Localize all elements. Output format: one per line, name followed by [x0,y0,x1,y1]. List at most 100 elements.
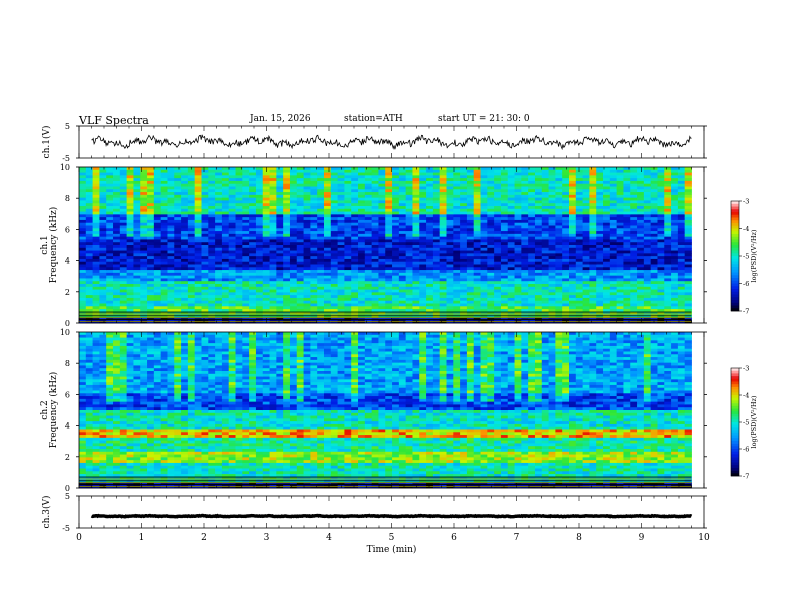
spectrogram-cell [507,311,515,316]
spectrogram-cell [575,200,584,204]
spectrogram-cell [460,236,468,240]
spectrogram-cell [358,289,366,293]
spectrogram-cell [405,233,413,238]
spectrogram-cell [201,253,209,257]
spectrogram-cell [603,275,611,279]
spectrogram-cell [296,222,304,226]
spectrogram-cell [494,203,502,207]
spectrogram-cell [85,178,94,182]
spectrogram-cell [324,292,332,296]
spectrogram-cell [303,211,311,215]
spectrogram-cell [310,208,318,212]
spectrogram-cell [208,208,216,212]
spectrogram-cell [671,186,679,190]
spectrogram-cell [228,194,236,199]
spectrogram-cell [249,306,257,310]
spectrogram-cell [643,256,652,260]
spectrogram-cell [174,242,182,246]
spectrogram-cell [405,272,413,277]
spectrogram-cell [569,297,577,302]
spectrogram-cell [242,284,250,288]
spectrogram-cell [575,203,584,207]
spectrogram-cell [609,200,618,204]
spectrogram-cell [330,200,339,204]
spectrogram-cell [221,242,230,246]
spectrogram-cell [106,200,114,204]
spectrogram-cell [269,250,277,254]
spectrogram-cell [439,317,447,321]
spectrogram-cell [317,203,325,207]
spectrogram-cell [412,278,420,282]
spectrogram-cell [221,183,230,187]
spectrogram-cell [153,253,162,257]
spectrogram-cell [296,228,304,232]
spectrogram-cell [569,275,577,279]
spectrogram-cell [650,239,658,243]
spectrogram-cell [160,219,168,224]
spectrogram-cell [378,261,386,265]
spectrogram-cell [215,253,223,257]
spectrogram-cell [201,264,209,268]
spectrogram-cell [174,186,182,190]
spectrogram-cell [534,225,543,229]
spectrogram-cell [113,253,121,257]
spectrogram-cell [596,194,604,199]
spectrogram-cell [616,314,624,318]
spectrogram-cell [289,297,298,302]
spectrogram-cell [589,306,597,310]
spectrogram-cell [609,231,618,235]
spectrogram-cell [255,245,264,249]
spectrogram-cell [113,286,121,290]
spectrogram-cell [364,206,373,210]
spectrogram-cell [419,228,427,232]
spectrogram-cell [174,275,182,279]
spectrogram-cell [439,286,447,290]
spectrogram-cell [324,200,332,204]
spectrogram-cell [637,183,645,187]
spectrogram-cell [113,275,121,279]
spectrogram-cell [242,303,250,307]
spectrogram-cell [181,275,189,279]
spectrogram-cell [324,175,332,179]
spectrogram-cell [528,258,536,263]
spectrogram-cell [317,295,325,299]
spectrogram-cell [446,264,454,268]
spectrogram-cell [119,194,128,199]
spectrogram-cell [201,208,209,212]
spectrogram-cell [119,278,128,282]
spectrogram-cell [194,172,202,176]
spectrogram-cell [385,211,393,215]
spectrogram-cell [460,169,468,173]
spectrogram-cell [432,242,441,246]
spectrogram-cell [140,222,148,226]
spectrogram-cell [466,314,475,318]
spectrogram-cell [473,278,481,282]
spectrogram-cell [534,219,543,224]
spectrogram-cell [514,289,522,293]
spectrogram-cell [364,275,373,279]
spectrogram-cell [439,278,447,282]
spectrogram-cell [235,270,243,274]
spectrogram-cell [514,197,522,201]
spectrogram-cell [521,194,529,199]
spectrogram-cell [215,270,223,274]
spectrogram-cell [453,292,461,296]
spectrogram-cell [262,222,270,226]
spectrogram-cell [521,258,529,263]
spectrogram-cell [650,219,658,224]
spectrogram-cell [187,311,196,316]
spectrogram-cell [187,270,196,274]
spectrogram-cell [528,295,536,299]
spectrogram-cell [140,194,148,199]
spectrogram-cell [487,197,495,201]
spectrogram-cell [187,175,196,179]
spectrogram-cell [242,214,250,218]
spectrogram-cell [623,253,631,257]
spectrogram-cell [671,183,679,187]
spectrogram-cell [650,247,658,251]
spectrogram-cell [521,206,529,210]
spectrogram-cell [453,175,461,179]
spectrogram-cell [167,183,175,187]
spectrogram-cell [344,289,352,293]
